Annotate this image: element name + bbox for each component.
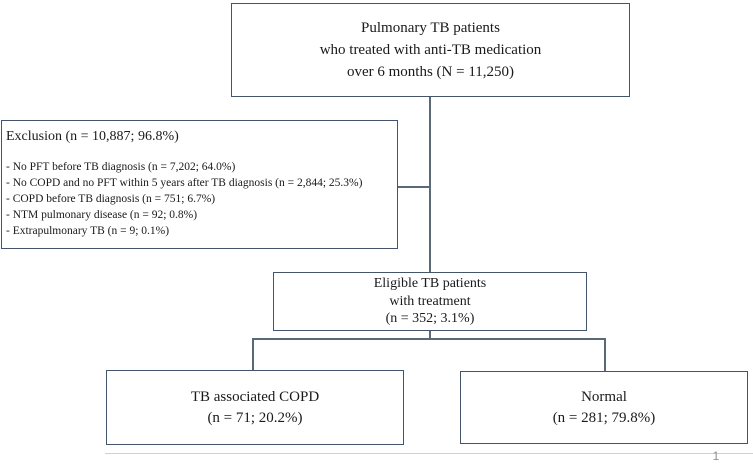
- exclusion-item-3: - COPD before TB diagnosis (n = 751; 6.7…: [6, 193, 216, 205]
- flow-box-population: Pulmonary TB patients who treated with a…: [231, 3, 630, 97]
- population-line-1: Pulmonary TB patients: [361, 20, 500, 36]
- normal-line-1: Normal: [581, 388, 627, 405]
- population-line-3: over 6 months (N = 11,250): [346, 64, 515, 80]
- footer-rule: [105, 453, 753, 454]
- exclusion-item-4: - NTM pulmonary disease (n = 92; 0.8%): [6, 209, 198, 221]
- population-line-2: who treated with anti-TB medication: [319, 42, 542, 58]
- connector-left-drop: [252, 338, 254, 370]
- flow-box-exclusion: Exclusion (n = 10,887; 96.8%) - No PFT b…: [1, 120, 398, 249]
- flow-box-eligible: Eligible TB patients with treatment (n =…: [273, 272, 587, 331]
- exclusion-item-1: - No PFT before TB diagnosis (n = 7,202;…: [6, 161, 236, 173]
- connector-eligible-stub: [429, 331, 431, 339]
- connector-right-drop: [604, 338, 606, 372]
- connector-top-trunk: [429, 97, 431, 272]
- exclusion-item-2: - No COPD and no PFT within 5 years afte…: [6, 177, 363, 189]
- eligible-line-2: with treatment: [389, 293, 471, 309]
- exclusion-title: Exclusion (n = 10,887; 96.8%): [6, 129, 179, 144]
- connector-exclusion-branch: [398, 186, 429, 188]
- normal-line-2: (n = 281; 79.8%): [552, 409, 656, 426]
- tb-copd-line-1: TB associated COPD: [190, 388, 320, 405]
- eligible-line-3: (n = 352; 3.1%): [385, 311, 475, 327]
- page-number: 1: [712, 449, 720, 463]
- eligible-line-1: Eligible TB patients: [373, 276, 487, 292]
- exclusion-item-5: - Extrapulmonary TB (n = 9; 0.1%): [6, 225, 170, 237]
- flow-box-normal: Normal (n = 281; 79.8%): [460, 371, 748, 444]
- connector-split-horizontal: [252, 338, 606, 340]
- tb-copd-line-2: (n = 71; 20.2%): [207, 409, 303, 426]
- flow-box-tb-associated-copd: TB associated COPD (n = 71; 20.2%): [106, 370, 404, 445]
